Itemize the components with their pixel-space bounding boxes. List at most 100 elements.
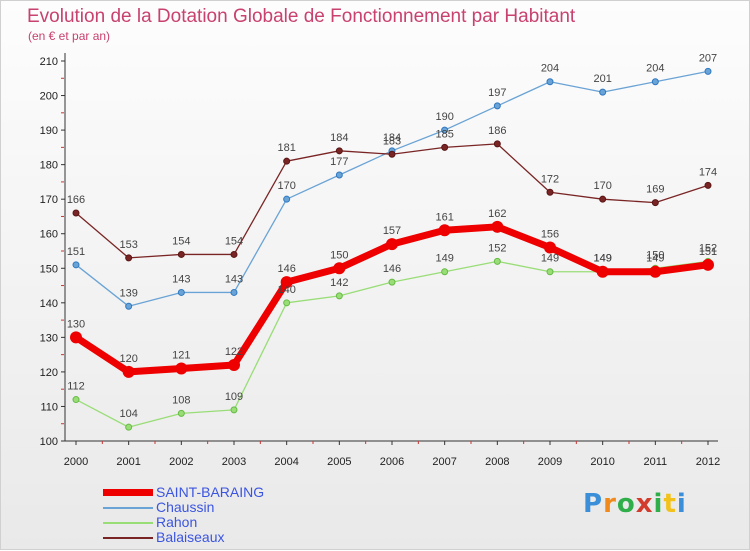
data-point-saint-baraing <box>280 276 293 289</box>
data-label-rahon: 150 <box>646 249 664 261</box>
data-point-balaiseaux <box>125 254 133 262</box>
data-label-rahon: 112 <box>67 381 85 393</box>
legend-swatch-balaiseaux <box>103 537 153 539</box>
logo-letter: i <box>676 489 687 519</box>
data-point-rahon <box>177 409 185 417</box>
data-label-chaussin: 143 <box>172 273 190 285</box>
data-label-rahon: 108 <box>172 394 190 406</box>
legend-item-chaussin: Chaussin <box>103 499 363 515</box>
x-tick-label: 2000 <box>64 456 88 468</box>
data-point-rahon <box>388 278 396 286</box>
data-label-saint-baraing: 122 <box>225 346 243 358</box>
y-tick-label: 200 <box>40 91 58 103</box>
data-label-saint-baraing: 130 <box>67 318 85 330</box>
y-tick-label: 100 <box>40 436 58 448</box>
data-label-rahon: 149 <box>541 253 559 265</box>
data-point-chaussin <box>230 288 238 296</box>
legend: SAINT-BARAING Chaussin Rahon Balaiseaux <box>103 484 363 545</box>
data-point-balaiseaux <box>651 199 659 207</box>
data-point-saint-baraing <box>491 220 504 233</box>
logo-letter: P <box>583 489 604 519</box>
data-label-balaiseaux: 154 <box>172 235 190 247</box>
data-label-rahon: 152 <box>488 242 506 254</box>
axes: 100 110 120 130 140 150 160 170 180 190 200 210 2000… <box>40 53 720 468</box>
data-label-chaussin: 207 <box>699 52 717 64</box>
data-point-chaussin <box>704 67 712 75</box>
data-label-rahon: 149 <box>435 253 453 265</box>
data-point-saint-baraing <box>649 265 662 278</box>
legend-swatch-rahon <box>103 522 153 524</box>
data-label-balaiseaux: 172 <box>541 173 559 185</box>
data-label-saint-baraing: 149 <box>646 253 664 265</box>
data-point-rahon <box>283 299 291 307</box>
logo-letter: t <box>663 489 677 519</box>
x-tick-label: 2009 <box>538 456 562 468</box>
data-point-rahon <box>441 268 449 276</box>
data-label-balaiseaux: 154 <box>225 235 243 247</box>
data-label-rahon: 152 <box>699 242 717 254</box>
y-tick-label: 150 <box>40 263 58 275</box>
logo-letter: i <box>653 489 664 519</box>
y-tick-label: 190 <box>40 125 58 137</box>
y-tick-label: 180 <box>40 160 58 172</box>
data-point-saint-baraing <box>228 359 240 371</box>
legend-label-saint-baraing: SAINT-BARAING <box>156 484 265 500</box>
data-label-rahon: 104 <box>119 408 137 420</box>
logo-letter: x <box>635 489 654 519</box>
data-label-chaussin: 143 <box>225 273 243 285</box>
data-point-saint-baraing <box>596 265 609 278</box>
data-label-rahon: 146 <box>383 263 401 275</box>
data-label-saint-baraing: 162 <box>488 208 506 220</box>
legend-item-saint-baraing: SAINT-BARAING <box>103 484 363 500</box>
data-point-balaiseaux <box>441 143 449 151</box>
data-point-balaiseaux <box>177 250 185 258</box>
data-label-rahon: 140 <box>277 284 295 296</box>
data-label-saint-baraing: 150 <box>330 249 348 261</box>
data-point-chaussin <box>651 78 659 86</box>
data-label-balaiseaux: 166 <box>67 194 85 206</box>
proxiti-logo: Proxiti <box>583 489 687 519</box>
data-label-chaussin: 204 <box>646 63 664 75</box>
data-label-chaussin: 190 <box>435 111 453 123</box>
x-tick-label: 2003 <box>222 456 246 468</box>
data-label-chaussin: 177 <box>330 156 348 168</box>
legend-label-balaiseaux: Balaiseaux <box>156 529 225 545</box>
legend-label-chaussin: Chaussin <box>156 499 215 515</box>
data-label-saint-baraing: 149 <box>593 253 611 265</box>
data-label-chaussin: 139 <box>119 287 137 299</box>
x-tick-label: 2012 <box>696 456 720 468</box>
data-point-rahon <box>125 423 133 431</box>
y-tick-label: 130 <box>40 332 58 344</box>
chart-title: Evolution de la Dotation Globale de Fonc… <box>27 6 576 27</box>
legend-label-rahon: Rahon <box>156 514 198 530</box>
series-line-rahon <box>75 260 709 428</box>
x-tick-label: 2008 <box>485 456 509 468</box>
y-tick-label: 110 <box>40 401 58 413</box>
x-tick-label: 2006 <box>380 456 404 468</box>
data-label-balaiseaux: 185 <box>435 128 453 140</box>
y-tick-label: 140 <box>40 298 58 310</box>
logo-letter: r <box>603 489 617 519</box>
data-point-balaiseaux <box>72 209 80 217</box>
data-point-balaiseaux <box>546 188 554 196</box>
data-point-saint-baraing <box>122 365 135 378</box>
series-lines <box>70 67 714 431</box>
data-label-chaussin: 197 <box>488 87 506 99</box>
data-point-balaiseaux <box>283 157 291 165</box>
x-tick-label: 2002 <box>169 456 193 468</box>
data-point-chaussin <box>72 261 80 269</box>
y-tick-label: 170 <box>40 194 58 206</box>
chart-subtitle: (en € et par an) <box>28 29 111 43</box>
y-tick-label: 160 <box>40 229 58 241</box>
legend-swatch-saint-baraing <box>103 489 153 496</box>
data-label-balaiseaux: 183 <box>383 135 401 147</box>
data-point-balaiseaux <box>230 250 238 258</box>
legend-swatch-chaussin <box>103 507 153 509</box>
data-point-saint-baraing <box>333 262 346 275</box>
data-point-saint-baraing <box>702 258 714 271</box>
data-label-balaiseaux: 153 <box>119 239 137 251</box>
data-label-chaussin: 170 <box>277 180 295 192</box>
data-label-chaussin: 201 <box>593 73 611 85</box>
